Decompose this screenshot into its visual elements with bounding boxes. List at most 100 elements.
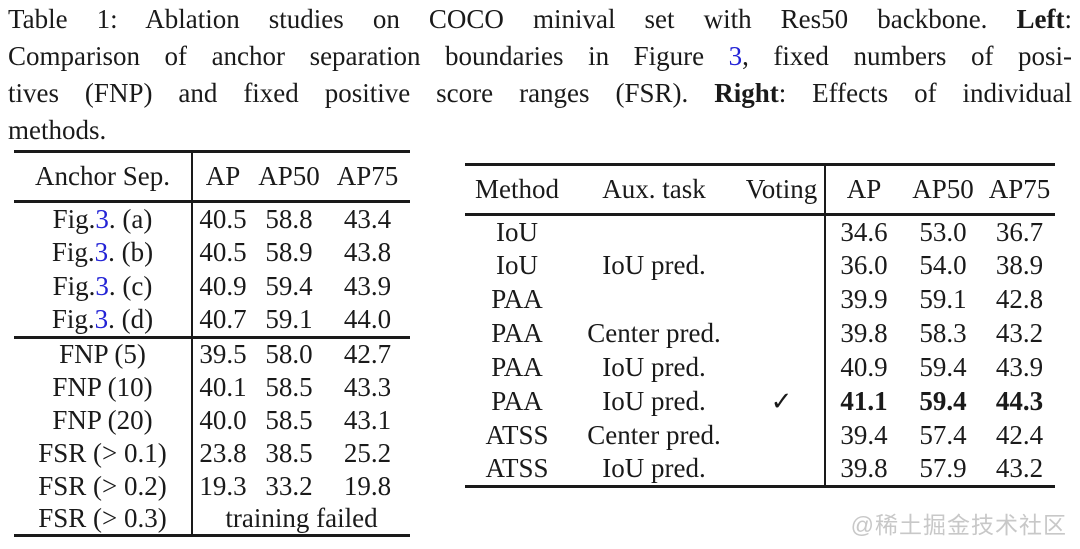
method-cell: ATSS (485, 420, 549, 450)
value-cell: 59.1 (265, 304, 313, 335)
value-cell: 59.4 (265, 271, 313, 301)
header-cell-voting: Voting (739, 164, 826, 215)
voting-cell (739, 282, 826, 317)
value-cell: 42.4 (995, 420, 1044, 450)
value-cell: 43.2 (995, 453, 1044, 484)
value-cell: 42.8 (995, 284, 1044, 314)
method-cell: PAA (491, 318, 543, 348)
value-cell: 19.3 (199, 470, 247, 501)
caption-text: tives (FNP) and fixed positive score ran… (8, 78, 715, 108)
table-row-training-failed: FSR (> 0.3) training failed (14, 502, 410, 536)
value-cell: 44.0 (343, 304, 392, 335)
value-cell: 40.0 (199, 404, 247, 435)
voting-cell (739, 350, 826, 385)
header-cell-ap: AP (205, 161, 241, 191)
label-text: Fig. (52, 203, 96, 234)
label-cell: Fig.3. (a) (14, 201, 193, 236)
value-cell: 23.8 (199, 437, 247, 468)
value-cell: 39.5 (199, 339, 247, 370)
table-row: IoU 34.6 53.0 36.7 (465, 214, 1055, 249)
value-cell: 25.2 (343, 437, 392, 468)
value-cell: 40.7 (199, 304, 247, 335)
caption-line-4: methods. (8, 112, 1072, 149)
value-cell: 40.5 (199, 203, 247, 234)
caption-text: : (1064, 4, 1072, 34)
aux-task-cell: IoU pred. (602, 386, 706, 416)
caption-text: Table 1: Ablation studies on COCO miniva… (8, 4, 1017, 34)
caption-line-1: Table 1: Ablation studies on COCO miniva… (8, 1, 1072, 38)
watermark: @稀土掘金技术社区 (850, 512, 1067, 538)
label-cell: FSR (> 0.3) (14, 502, 193, 536)
aux-task-cell (569, 215, 739, 249)
voting-checkmark-icon: ✓ (739, 384, 826, 419)
table-header-row: Method Aux. task Voting AP AP50 AP75 (465, 164, 1055, 215)
caption-left-label: Left (1016, 4, 1065, 34)
value-cell: 59.4 (919, 352, 967, 382)
method-cell: PAA (491, 284, 543, 314)
caption-line-3: tives (FNP) and fixed positive score ran… (8, 75, 1072, 112)
value-cell: 36.0 (840, 250, 888, 280)
anchor-separation-table: Anchor Sep. AP AP50 AP75 Fig.3. (a) 40.5… (14, 150, 410, 537)
value-cell: 43.1 (343, 404, 392, 435)
value-cell: 40.9 (840, 352, 888, 382)
label-text: Fig. (52, 271, 96, 301)
method-cell: IoU (496, 216, 538, 247)
label-cell: Fig.3. (d) (14, 303, 193, 338)
caption-text: , fixed numbers of posi- (742, 41, 1072, 71)
aux-task-cell: IoU pred. (602, 352, 706, 382)
value-cell: 58.9 (265, 237, 313, 267)
header-cell-anchor-sep: Anchor Sep. (14, 151, 193, 202)
method-cell: ATSS (485, 453, 549, 484)
label-cell: Fig.3. (b) (14, 235, 193, 270)
aux-task-cell: IoU pred. (602, 453, 706, 484)
label-text: Fig. (51, 304, 95, 335)
voting-cell (739, 316, 826, 351)
table-row: PAA 39.9 59.1 42.8 (465, 282, 1055, 317)
value-cell: 38.5 (265, 437, 313, 468)
value-cell: 19.8 (343, 470, 392, 501)
voting-cell (739, 418, 826, 453)
figure-ref-link[interactable]: 3 (94, 304, 109, 335)
figure-ref-link[interactable]: 3 (95, 203, 109, 234)
table-row-best-result: PAA IoU pred. ✓ 41.1 59.4 44.3 (465, 384, 1055, 419)
caption-text: : Effects of individual (778, 78, 1072, 108)
value-cell: 58.5 (265, 404, 313, 435)
methods-ablation-table: Method Aux. task Voting AP AP50 AP75 IoU… (465, 163, 1055, 488)
value-cell: 57.4 (919, 420, 967, 450)
table-row: Fig.3. (b) 40.5 58.9 43.8 (14, 235, 410, 270)
value-cell: 59.1 (919, 284, 967, 314)
value-cell: 40.1 (199, 371, 247, 402)
label-cell: FNP (5) (14, 337, 193, 371)
figure-ref-link[interactable]: 3 (95, 271, 109, 301)
table-caption: Table 1: Ablation studies on COCO miniva… (8, 1, 1072, 149)
table-row: PAA IoU pred. 40.9 59.4 43.9 (465, 350, 1055, 385)
caption-text: methods. (8, 115, 107, 145)
header-cell-ap: AP (846, 174, 882, 204)
value-cell: 58.8 (265, 203, 313, 234)
table-row: FNP (5) 39.5 58.0 42.7 (14, 337, 410, 371)
label-text: Fig. (51, 237, 95, 267)
table-header-row: Anchor Sep. AP AP50 AP75 (14, 151, 410, 202)
table-row: FNP (20) 40.0 58.5 43.1 (14, 403, 410, 437)
caption-right-label: Right (714, 78, 779, 108)
figure-ref-link[interactable]: 3 (94, 237, 109, 267)
value-cell: 33.2 (265, 470, 313, 501)
table-row: FNP (10) 40.1 58.5 43.3 (14, 370, 410, 404)
aux-task-cell: IoU pred. (602, 250, 706, 280)
value-cell: 40.5 (199, 237, 247, 267)
label-text: . (d) (108, 304, 154, 335)
value-cell: 38.9 (995, 250, 1044, 280)
table-row: FSR (> 0.2) 19.3 33.2 19.8 (14, 469, 410, 503)
value-cell: 43.9 (343, 271, 392, 301)
table-row: IoU IoU pred. 36.0 54.0 38.9 (465, 248, 1055, 283)
value-cell: 41.1 (840, 386, 888, 416)
value-cell: 43.9 (995, 352, 1044, 382)
table-row: Fig.3. (a) 40.5 58.8 43.4 (14, 201, 410, 236)
value-cell: 36.7 (995, 216, 1044, 247)
value-cell: 58.0 (265, 339, 313, 370)
label-text: . (a) (108, 203, 153, 234)
caption-line-2: Comparison of anchor separation boundari… (8, 38, 1072, 75)
value-cell: 43.8 (343, 237, 392, 267)
figure-ref-link[interactable]: 3 (728, 41, 743, 71)
header-cell-ap75: AP75 (988, 174, 1051, 204)
